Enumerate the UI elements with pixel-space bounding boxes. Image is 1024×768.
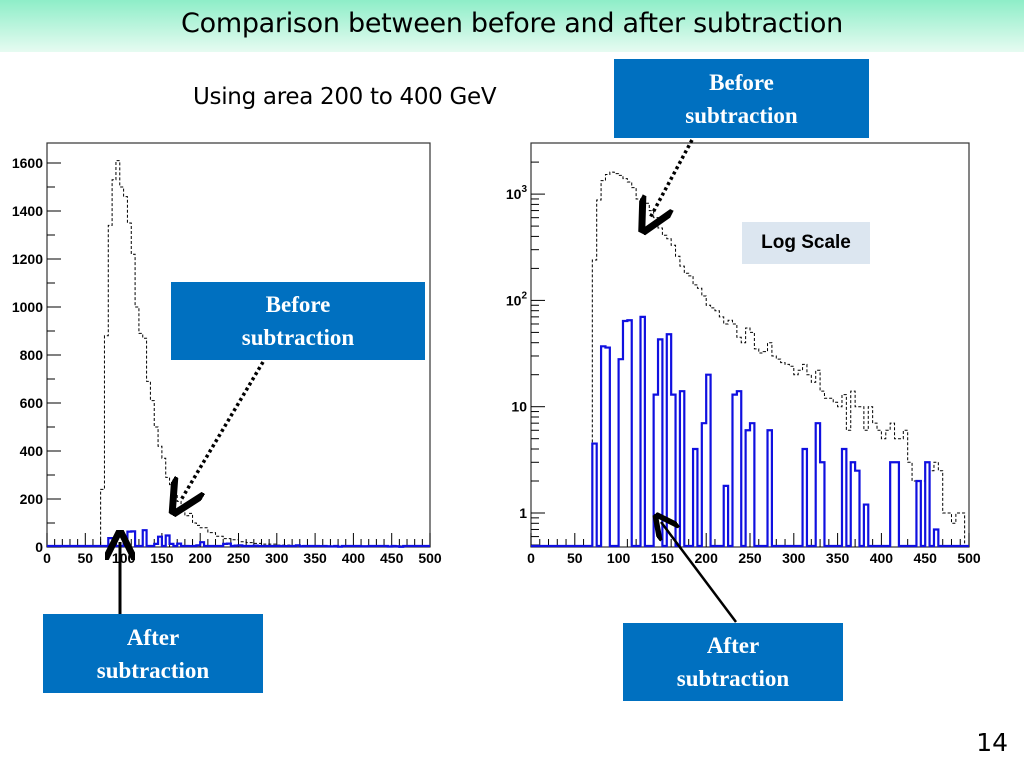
log-scale-label: Log Scale xyxy=(742,222,870,264)
y-tick-label: 1400 xyxy=(12,203,43,219)
y-tick-label: 102 xyxy=(506,290,528,308)
y-tick-label: 200 xyxy=(20,491,44,507)
right-before-callout: Before subtraction xyxy=(614,59,869,138)
right-after-callout: After subtraction xyxy=(623,623,843,701)
x-tick-label: 100 xyxy=(112,550,136,566)
x-tick-label: 0 xyxy=(43,550,51,566)
slide-title: Comparison between before and after subt… xyxy=(181,8,843,39)
x-tick-label: 500 xyxy=(418,550,442,566)
callout-line: After xyxy=(126,624,180,650)
title-bar xyxy=(0,0,1024,52)
x-tick-label: 450 xyxy=(380,550,404,566)
callout-line: Before xyxy=(265,292,331,317)
y-tick-label: 800 xyxy=(20,347,44,363)
x-tick-label: 350 xyxy=(303,550,327,566)
y-tick-label: 1600 xyxy=(12,155,43,171)
x-tick-label: 400 xyxy=(342,550,366,566)
slide-subtitle: Using area 200 to 400 GeV xyxy=(193,84,497,110)
x-tick-label: 250 xyxy=(227,550,251,566)
x-tick-label: 50 xyxy=(78,550,94,566)
y-tick-label: 1 xyxy=(519,505,527,521)
y-tick-label: 600 xyxy=(20,395,44,411)
x-tick-label: 200 xyxy=(695,550,719,566)
x-tick-label: 150 xyxy=(150,550,174,566)
right-log-plot: 0 50 100 150 200 250 300 350 400 450 500 1 10 102 103 xyxy=(506,142,981,566)
right-before-arrow xyxy=(650,139,694,218)
callout-line: subtraction xyxy=(685,102,798,128)
x-tick-label: 100 xyxy=(607,550,631,566)
callout-line: subtraction xyxy=(241,325,355,350)
y-tick-label: 103 xyxy=(506,184,528,202)
after-subtraction-series xyxy=(47,529,430,548)
x-tick-label: 50 xyxy=(567,550,583,566)
callout-line: Before xyxy=(709,69,774,95)
after-subtraction-series xyxy=(531,315,969,548)
y-tick-label: 0 xyxy=(35,539,43,555)
left-before-arrow xyxy=(181,361,265,500)
plot-frame xyxy=(530,142,970,548)
y-tick-label: 1200 xyxy=(12,251,43,267)
left-before-callout: Before subtraction xyxy=(171,282,425,360)
callout-line: After xyxy=(706,633,760,658)
x-tick-label: 250 xyxy=(738,550,762,566)
x-tick-label: 300 xyxy=(265,550,289,566)
y-tick-label: 10 xyxy=(511,399,527,415)
x-tick-label: 200 xyxy=(189,550,213,566)
callout-line: subtraction xyxy=(676,666,790,691)
y-tick-label: 1000 xyxy=(12,299,43,315)
x-tick-label: 500 xyxy=(957,550,981,566)
page-number: 14 xyxy=(976,728,1008,757)
callout-line: subtraction xyxy=(96,657,210,683)
x-tick-label: 300 xyxy=(782,550,806,566)
y-tick-label: 400 xyxy=(20,443,44,459)
x-tick-label: 150 xyxy=(651,550,675,566)
x-tick-label: 450 xyxy=(914,550,938,566)
x-tick-label: 400 xyxy=(870,550,894,566)
x-tick-label: 0 xyxy=(527,550,535,566)
x-tick-label: 350 xyxy=(826,550,850,566)
left-after-callout: After subtraction xyxy=(43,614,263,693)
right-after-arrow xyxy=(661,522,737,623)
